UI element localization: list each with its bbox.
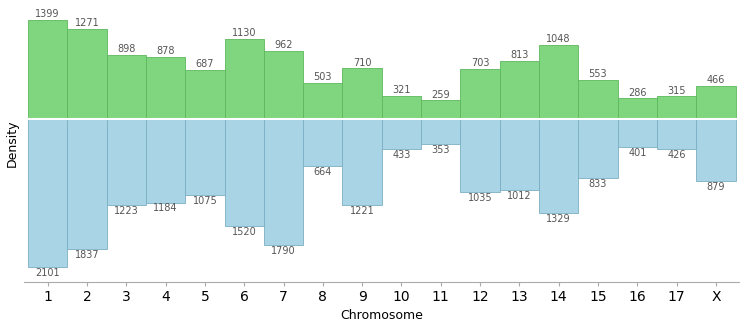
Text: 553: 553 [589,69,607,79]
Bar [303,83,343,119]
Bar [539,45,578,119]
Text: 401: 401 [628,148,647,158]
Text: 1130: 1130 [232,28,256,38]
Text: 664: 664 [314,167,332,176]
Text: 315: 315 [668,86,686,95]
Text: 1075: 1075 [192,195,218,206]
Text: 433: 433 [392,150,410,160]
Bar [421,119,460,144]
Text: 1184: 1184 [153,203,178,213]
Bar [500,61,539,119]
Text: 1035: 1035 [468,193,492,203]
Text: 687: 687 [196,59,214,69]
Bar [107,119,146,205]
Bar [578,119,618,178]
Bar [28,20,67,119]
Bar [697,86,735,119]
Text: 353: 353 [431,145,450,154]
Bar [146,119,186,202]
Bar [107,55,146,119]
Bar [343,69,381,119]
Bar [500,119,539,190]
Text: 1012: 1012 [507,191,532,201]
Bar [460,69,500,119]
Text: 710: 710 [353,58,371,68]
Text: 426: 426 [668,150,686,160]
Text: 703: 703 [471,58,489,68]
Bar [186,70,224,119]
X-axis label: Chromosome: Chromosome [340,309,423,322]
Bar [657,96,697,119]
Bar [657,119,697,149]
Bar [28,119,67,267]
Bar [224,119,264,226]
Bar [381,96,421,119]
Bar [539,119,578,213]
Text: 1221: 1221 [349,206,375,216]
Bar [697,119,735,181]
Bar [67,29,107,119]
Text: 259: 259 [431,90,450,99]
Bar [578,80,618,119]
Bar [303,119,343,166]
Bar [146,57,186,119]
Text: 1520: 1520 [232,227,256,237]
Text: 1048: 1048 [546,34,571,44]
Text: 878: 878 [156,46,175,56]
Text: 813: 813 [510,50,528,60]
Bar [224,39,264,119]
Text: 2101: 2101 [35,268,60,278]
Bar [618,98,657,119]
Text: 1399: 1399 [36,9,60,19]
Text: 879: 879 [706,182,725,192]
Text: 503: 503 [314,72,332,82]
Bar [460,119,500,192]
Text: 833: 833 [589,178,607,189]
Bar [343,119,381,205]
Text: 466: 466 [707,75,725,85]
Text: 1790: 1790 [271,246,296,256]
Bar [421,100,460,119]
Text: 321: 321 [392,85,410,95]
Y-axis label: Density: Density [5,120,19,167]
Text: 1837: 1837 [74,250,99,259]
Text: 1223: 1223 [114,206,139,216]
Text: 1271: 1271 [74,18,99,28]
Bar [264,119,303,245]
Bar [186,119,224,195]
Text: 1329: 1329 [546,214,571,224]
Bar [67,119,107,249]
Bar [381,119,421,149]
Text: 962: 962 [274,40,293,50]
Text: 286: 286 [628,88,647,98]
Text: 898: 898 [117,44,136,54]
Bar [618,119,657,147]
Bar [264,51,303,119]
